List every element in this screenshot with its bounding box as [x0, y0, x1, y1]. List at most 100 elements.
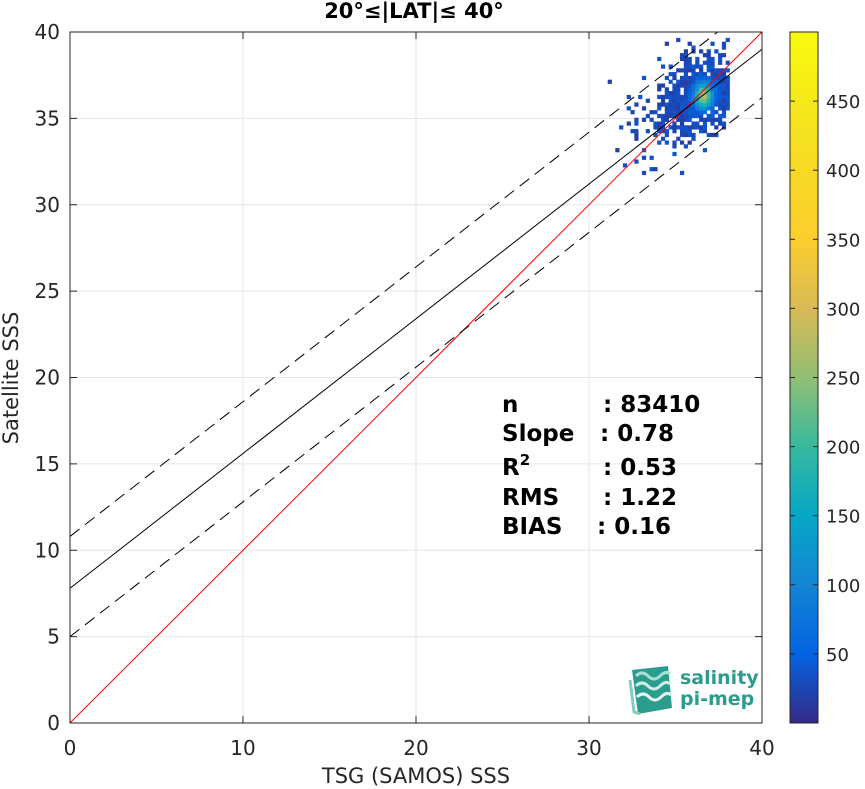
density-cell — [626, 106, 631, 111]
density-cell — [714, 98, 719, 103]
density-cell — [630, 129, 635, 134]
density-cell — [687, 64, 692, 69]
density-cell — [657, 113, 662, 119]
y-tick-label: 10 — [35, 538, 60, 562]
density-cell — [660, 94, 666, 100]
density-cell — [718, 113, 723, 119]
density-cell — [721, 41, 727, 46]
density-cell — [691, 121, 696, 126]
density-cell — [672, 98, 677, 103]
density-cell — [725, 83, 730, 88]
density-cell — [699, 98, 704, 103]
density-cell — [725, 106, 730, 111]
density-cell — [664, 140, 669, 145]
density-cell — [687, 132, 692, 138]
density-cell — [721, 94, 727, 100]
density-cell — [687, 91, 692, 96]
density-cell — [695, 121, 700, 126]
density-cell — [638, 94, 643, 100]
density-cell — [683, 87, 689, 92]
density-cell — [649, 117, 654, 122]
density-cell — [710, 72, 715, 77]
density-cell — [699, 68, 704, 73]
density-cell — [718, 56, 723, 62]
density-cell — [679, 79, 685, 84]
density-cell — [710, 110, 715, 115]
density-cell — [710, 102, 715, 107]
y-tick-label: 5 — [47, 625, 60, 649]
x-tick-label: 40 — [749, 736, 774, 760]
stat-label: n — [502, 392, 518, 418]
density-cell — [699, 117, 704, 122]
stat-label: RMS — [502, 485, 559, 511]
y-axis-title: Satellite SSS — [0, 312, 23, 445]
density-cell — [721, 75, 727, 81]
density-cell — [699, 102, 704, 107]
density-cell — [714, 49, 719, 54]
regression-line — [70, 48, 762, 589]
density-cell — [702, 102, 708, 107]
density-cell — [706, 102, 711, 107]
x-tick-label: 0 — [64, 736, 77, 760]
density-cell — [702, 98, 708, 103]
density-cell — [706, 106, 711, 111]
density-cell — [710, 121, 715, 126]
density-cell — [699, 72, 704, 77]
density-cell — [710, 64, 715, 69]
density-cell — [718, 102, 723, 107]
density-cell — [676, 87, 681, 92]
density-cell — [725, 75, 730, 81]
density-cell — [672, 75, 677, 81]
density-cell — [687, 125, 692, 130]
density-cell — [683, 68, 689, 73]
density-cell — [691, 125, 696, 130]
density-cell — [664, 87, 669, 92]
density-cell — [687, 79, 692, 84]
stat-value: : 1.22 — [603, 485, 677, 511]
density-cell — [695, 110, 700, 115]
chart-title: 20°≤|LAT|≤ 40° — [324, 0, 504, 24]
density-cell — [718, 106, 723, 111]
y-tick-label: 25 — [35, 279, 60, 303]
density-cell — [725, 94, 730, 100]
density-cell — [691, 113, 696, 119]
regression-lines — [70, 32, 762, 723]
density-cell — [634, 121, 639, 126]
stat-label: Slope — [502, 421, 574, 447]
density-cell — [714, 125, 719, 130]
density-cell — [683, 91, 689, 96]
density-cell — [672, 87, 677, 92]
density-cell — [687, 68, 692, 73]
density-cell — [695, 98, 700, 103]
density-cell — [725, 37, 730, 43]
density-cell — [721, 121, 727, 126]
density-cell — [718, 53, 723, 58]
density-cell — [660, 83, 666, 88]
density-cell — [634, 132, 639, 138]
density-cell — [699, 125, 704, 130]
density-cell — [683, 56, 689, 62]
density-cell — [718, 121, 723, 126]
density-cell — [718, 87, 723, 92]
regression-upper-line — [70, 32, 719, 537]
density-cell — [721, 83, 727, 88]
density-cell — [657, 83, 662, 88]
density-cell — [660, 136, 666, 141]
density-cell — [683, 144, 689, 149]
density-cell — [657, 87, 662, 92]
density-cell — [721, 72, 727, 77]
density-cell — [683, 79, 689, 84]
density-cell — [721, 91, 727, 96]
density-cell — [679, 98, 685, 103]
density-cell — [695, 125, 700, 130]
density-cell — [653, 125, 658, 130]
regression-lower-line — [70, 97, 762, 638]
density-cell — [687, 98, 692, 103]
density-cell — [702, 53, 708, 58]
y-tick-label: 0 — [47, 711, 60, 735]
colorbar-tick-label: 300 — [826, 299, 860, 320]
density-cell — [706, 64, 711, 69]
density-cell — [660, 117, 666, 122]
density-cell — [634, 136, 639, 141]
density-cell — [706, 49, 711, 54]
